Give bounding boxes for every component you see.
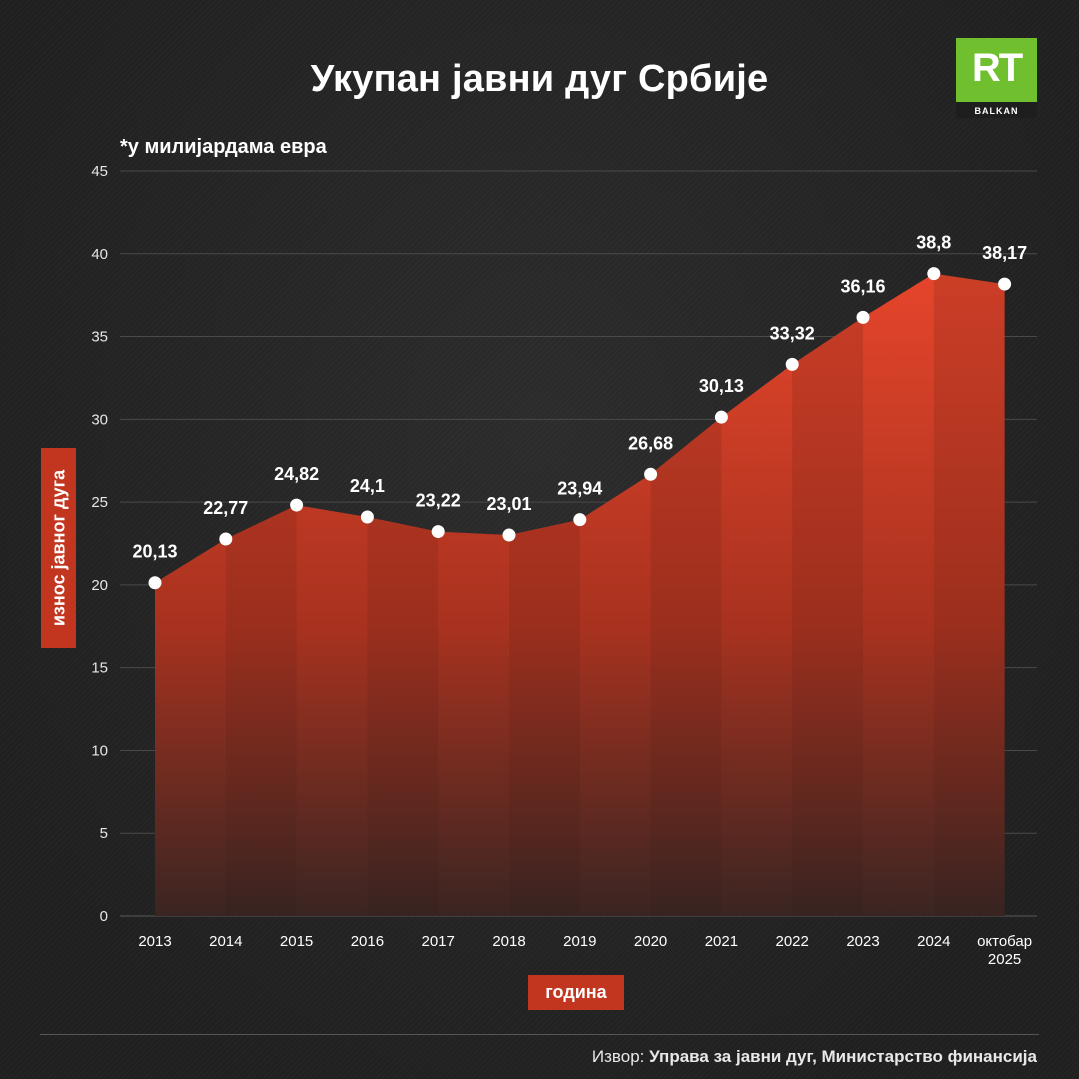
- y-tick-label: 5: [100, 825, 108, 842]
- x-tick-label: 2019: [563, 933, 596, 950]
- y-tick-label: 40: [91, 246, 108, 263]
- source-prefix: Извор:: [591, 1047, 645, 1066]
- data-label: 22,77: [203, 498, 248, 518]
- y-tick-label: 0: [100, 908, 108, 925]
- logo-bar: [956, 102, 1037, 118]
- x-tick-label: 2024: [917, 933, 950, 950]
- data-label: 20,13: [132, 542, 177, 562]
- data-label: 23,01: [486, 494, 531, 514]
- x-tick-label: 2020: [634, 933, 667, 950]
- y-tick-label: 25: [91, 494, 108, 511]
- data-point: [502, 528, 516, 542]
- x-tick-label: 2015: [280, 933, 313, 950]
- y-tick-label: 30: [91, 411, 108, 428]
- x-tick-label: 2014: [209, 933, 242, 950]
- y-tick-label: 20: [91, 577, 108, 594]
- x-tick-label: 2016: [351, 933, 384, 950]
- data-point: [644, 467, 658, 481]
- y-axis-title: износ јавног дуга: [41, 448, 76, 648]
- y-tick-label: 45: [91, 163, 108, 180]
- x-tick-label: октобар: [977, 933, 1032, 950]
- x-tick-label: 2025: [988, 951, 1021, 968]
- data-label: 23,22: [416, 491, 461, 511]
- source-text: Управа за јавни дуг, Министарство финанс…: [649, 1047, 1037, 1066]
- logo-sub-text: BALKAN: [974, 106, 1019, 116]
- data-point: [785, 357, 799, 371]
- y-axis-title-text: износ јавног дуга: [48, 469, 68, 627]
- data-label: 38,8: [916, 233, 951, 253]
- data-point: [856, 310, 870, 324]
- data-point: [148, 576, 162, 590]
- x-tick-label: 2022: [776, 933, 809, 950]
- data-point: [290, 498, 304, 512]
- footer-divider: [40, 1034, 1039, 1035]
- data-point: [219, 532, 233, 546]
- area-stripe: [509, 273, 580, 916]
- x-tick-label: 2021: [705, 933, 738, 950]
- data-label: 24,82: [274, 464, 319, 484]
- data-point: [927, 267, 941, 281]
- x-tick-label: 2023: [846, 933, 879, 950]
- data-point: [431, 525, 445, 539]
- x-tick-label: 2013: [138, 933, 171, 950]
- unit-note: *у милијардама евра: [120, 136, 327, 158]
- data-label: 36,16: [840, 276, 885, 296]
- x-tick-label: 2017: [422, 933, 455, 950]
- data-point: [714, 410, 728, 424]
- x-axis-title: година: [528, 975, 624, 1010]
- data-point: [998, 277, 1012, 291]
- y-tick-label: 10: [91, 742, 108, 759]
- y-tick-label: 15: [91, 660, 108, 677]
- area-stripe: [650, 273, 722, 916]
- area-stripe: [792, 273, 863, 916]
- y-tick-label: 35: [91, 329, 108, 346]
- page-title: Укупан јавни дуг Србије: [310, 58, 769, 100]
- area-stripe: [367, 273, 439, 916]
- area-stripe: [933, 273, 1005, 916]
- data-label: 23,94: [557, 479, 602, 499]
- logo-rt-text: RT: [971, 46, 1023, 90]
- x-tick-label: 2018: [492, 933, 525, 950]
- data-label: 26,68: [628, 433, 673, 453]
- data-point: [360, 510, 374, 524]
- data-label: 24,1: [350, 476, 385, 496]
- data-label: 33,32: [770, 323, 815, 343]
- area-stripe: [225, 273, 297, 916]
- data-point: [573, 513, 587, 527]
- data-label: 38,17: [982, 243, 1027, 263]
- rt-balkan-logo: RT BALKAN: [956, 38, 1037, 118]
- source-note: Извор: Управа за јавни дуг, Министарство…: [592, 1047, 1037, 1067]
- data-label: 30,13: [699, 376, 744, 396]
